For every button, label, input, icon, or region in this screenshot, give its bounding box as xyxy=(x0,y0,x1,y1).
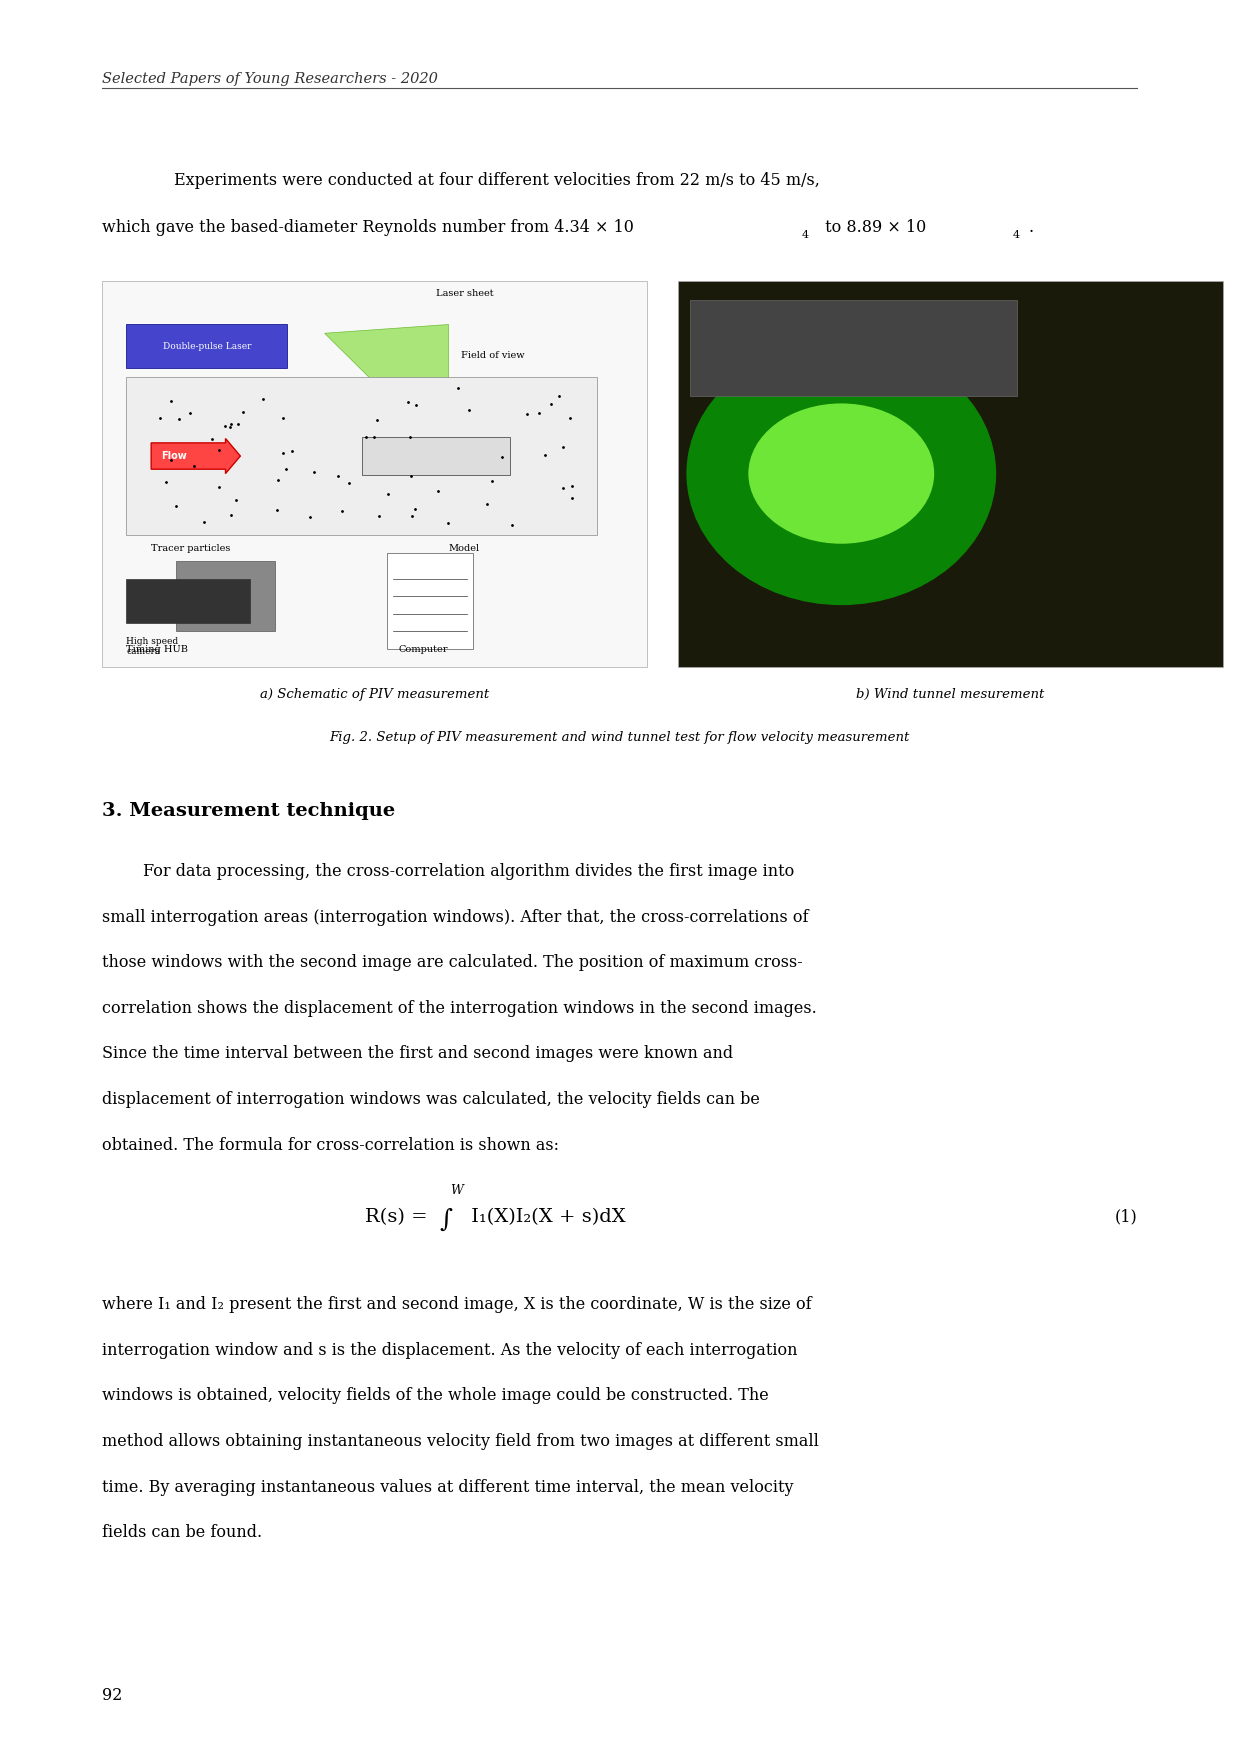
Text: R(s) =: R(s) = xyxy=(364,1209,434,1226)
Text: Laser sheet: Laser sheet xyxy=(436,289,494,298)
Bar xyxy=(362,437,510,475)
Text: where I₁ and I₂ present the first and second image, X is the coordinate, W is th: where I₁ and I₂ present the first and se… xyxy=(102,1296,812,1314)
Text: 4: 4 xyxy=(802,230,809,240)
Text: fields can be found.: fields can be found. xyxy=(102,1524,261,1542)
Ellipse shape xyxy=(686,342,996,605)
Text: .: . xyxy=(1028,219,1033,237)
Text: a) Schematic of PIV measurement: a) Schematic of PIV measurement xyxy=(259,688,489,700)
Text: Timing HUB: Timing HUB xyxy=(126,645,188,654)
Polygon shape xyxy=(325,324,449,456)
Text: (1): (1) xyxy=(1115,1209,1137,1226)
Text: time. By averaging instantaneous values at different time interval, the mean vel: time. By averaging instantaneous values … xyxy=(102,1479,793,1496)
Text: Fig. 2. Setup of PIV measurement and wind tunnel test for flow velocity measurem: Fig. 2. Setup of PIV measurement and win… xyxy=(330,731,909,744)
Text: windows is obtained, velocity fields of the whole image could be constructed. Th: windows is obtained, velocity fields of … xyxy=(102,1387,768,1405)
Text: interrogation window and s is the displacement. As the velocity of each interrog: interrogation window and s is the displa… xyxy=(102,1342,797,1359)
Text: displacement of interrogation windows was calculated, the velocity fields can be: displacement of interrogation windows wa… xyxy=(102,1091,760,1109)
Text: Tracer particles: Tracer particles xyxy=(151,544,230,553)
Text: to 8.89 × 10: to 8.89 × 10 xyxy=(820,219,927,237)
Text: obtained. The formula for cross-correlation is shown as:: obtained. The formula for cross-correlat… xyxy=(102,1137,559,1154)
Bar xyxy=(126,324,287,368)
FancyArrow shape xyxy=(151,438,240,474)
Text: Selected Papers of Young Researchers - 2020: Selected Papers of Young Researchers - 2… xyxy=(102,72,437,86)
Text: 4: 4 xyxy=(1012,230,1020,240)
Text: correlation shows the displacement of the interrogation windows in the second im: correlation shows the displacement of th… xyxy=(102,1000,817,1017)
Text: b) Wind tunnel mesurement: b) Wind tunnel mesurement xyxy=(856,688,1044,700)
Bar xyxy=(690,300,1017,396)
Text: those windows with the second image are calculated. The position of maximum cros: those windows with the second image are … xyxy=(102,954,803,972)
Text: Since the time interval between the first and second images were known and: Since the time interval between the firs… xyxy=(102,1045,732,1063)
Bar xyxy=(678,281,1223,667)
Text: method allows obtaining instantaneous velocity field from two images at differen: method allows obtaining instantaneous ve… xyxy=(102,1433,819,1451)
Text: Flow: Flow xyxy=(161,451,187,461)
Text: 92: 92 xyxy=(102,1687,121,1705)
Bar xyxy=(102,281,647,667)
Text: I₁(X)I₂(X + s)dX: I₁(X)I₂(X + s)dX xyxy=(465,1209,626,1226)
Text: which gave the based-diameter Reynolds number from 4.34 × 10: which gave the based-diameter Reynolds n… xyxy=(102,219,633,237)
Text: W: W xyxy=(450,1184,462,1196)
Text: 3. Measurement technique: 3. Measurement technique xyxy=(102,802,395,819)
Bar xyxy=(176,561,275,631)
Bar xyxy=(126,377,597,535)
Bar xyxy=(126,579,250,623)
Text: Computer: Computer xyxy=(399,645,449,654)
Text: Double-pulse Laser: Double-pulse Laser xyxy=(162,342,252,351)
Ellipse shape xyxy=(748,403,934,544)
Bar xyxy=(387,553,473,649)
Text: ∫: ∫ xyxy=(440,1209,452,1231)
Text: High speed
camera: High speed camera xyxy=(126,637,178,656)
Text: Experiments were conducted at four different velocities from 22 m/s to 45 m/s,: Experiments were conducted at four diffe… xyxy=(133,172,819,189)
Text: small interrogation areas (interrogation windows). After that, the cross-correla: small interrogation areas (interrogation… xyxy=(102,909,808,926)
Text: Model: Model xyxy=(449,544,479,553)
Text: For data processing, the cross-correlation algorithm divides the first image int: For data processing, the cross-correlati… xyxy=(102,863,794,881)
Text: Field of view: Field of view xyxy=(461,351,524,360)
